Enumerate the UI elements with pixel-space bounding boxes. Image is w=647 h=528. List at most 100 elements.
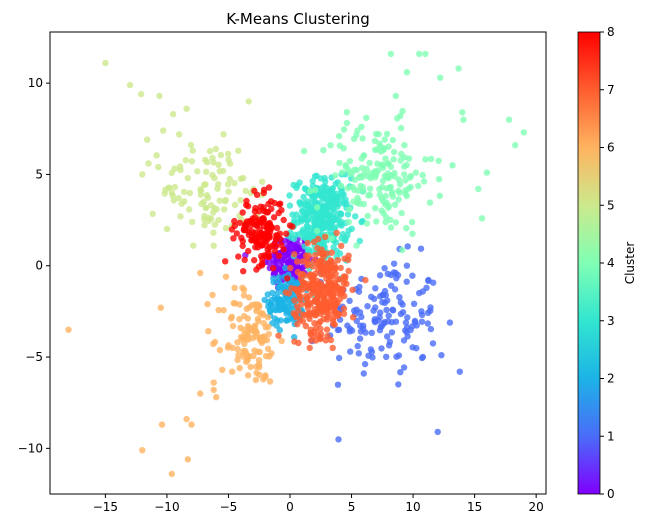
cluster-1-point <box>427 307 434 314</box>
cluster-1-point <box>379 299 386 306</box>
cluster-5-point <box>202 156 209 164</box>
colorbar-tick-label: 1 <box>607 429 615 443</box>
cluster-0-point <box>292 243 299 250</box>
cluster-4-point <box>405 185 413 192</box>
cluster-8-point <box>270 214 278 221</box>
cluster-6-point <box>157 304 164 311</box>
cluster-8-point <box>271 247 279 255</box>
cluster-6-point <box>264 345 272 352</box>
cluster-1-point <box>384 333 391 340</box>
cluster-7-point <box>343 280 350 288</box>
cluster-4-point <box>422 156 429 163</box>
cluster-1-point <box>409 272 416 279</box>
cluster-4-point <box>351 176 359 183</box>
cluster-3-point <box>321 174 328 182</box>
cluster-5-point <box>197 191 204 198</box>
cluster-4-point <box>346 157 354 165</box>
cluster-5-point <box>137 90 145 98</box>
cluster-8-point <box>239 237 246 245</box>
cluster-8-point <box>276 201 283 208</box>
cluster-5-point <box>186 189 193 197</box>
cluster-1-point <box>400 337 408 344</box>
cluster-5-point <box>182 157 189 164</box>
cluster-3-point <box>319 218 326 225</box>
cluster-4-point <box>327 142 334 149</box>
cluster-4-point <box>389 136 397 144</box>
cluster-4-point <box>422 50 429 58</box>
cluster-5-point <box>203 168 210 175</box>
cluster-5-point <box>210 242 217 249</box>
cluster-1-point <box>381 287 389 295</box>
cluster-7-point <box>330 314 337 321</box>
cluster-1-point <box>397 299 404 306</box>
cluster-4-point <box>397 157 404 164</box>
cluster-4-point <box>336 132 343 140</box>
cluster-1-point <box>392 318 400 325</box>
cluster-7-point <box>334 276 342 283</box>
cluster-4-point <box>372 171 380 178</box>
cluster-6-point <box>216 346 224 354</box>
cluster-3-point <box>310 208 317 216</box>
cluster-1-point <box>404 243 411 250</box>
cluster-8-point <box>255 263 263 270</box>
cluster-5-point <box>188 158 196 165</box>
cluster-1-point <box>335 326 343 333</box>
colorbar-tick-label: 8 <box>607 25 615 39</box>
cluster-4-point <box>313 204 321 211</box>
cluster-1-point <box>344 322 351 329</box>
cluster-4-point <box>415 182 422 190</box>
cluster-2-point <box>285 303 293 311</box>
cluster-4-point <box>342 163 349 170</box>
cluster-1-point <box>396 294 403 301</box>
cluster-8-point <box>273 236 280 243</box>
cluster-7-point <box>315 235 322 243</box>
cluster-1-point <box>429 340 437 347</box>
cluster-8-point <box>267 198 275 205</box>
cluster-4-point <box>391 173 398 180</box>
cluster-8-point <box>286 222 294 229</box>
cluster-8-point <box>222 258 229 265</box>
cluster-7-point <box>334 257 342 264</box>
cluster-6-point <box>234 346 241 353</box>
cluster-5-point <box>165 184 173 191</box>
cluster-7-point <box>362 276 369 284</box>
cluster-5-point <box>149 210 156 217</box>
cluster-6-point <box>266 378 274 385</box>
cluster-6-point <box>245 324 253 331</box>
cluster-5-point <box>258 178 266 185</box>
colorbar-tick-label: 4 <box>607 256 615 270</box>
cluster-8-point <box>244 203 252 210</box>
cluster-3-point <box>334 193 341 200</box>
cluster-1-point <box>403 262 411 269</box>
cluster-6-point <box>230 300 237 307</box>
cluster-7-point <box>300 280 308 287</box>
cluster-1-point <box>383 306 390 314</box>
cluster-4-point <box>399 107 406 115</box>
cluster-8-point <box>235 253 242 260</box>
cluster-4-point <box>365 192 372 199</box>
cluster-4-point <box>407 172 415 180</box>
cluster-5-point <box>221 198 229 205</box>
cluster-7-point <box>282 289 289 296</box>
cluster-1-point <box>402 319 410 326</box>
cluster-1-point <box>357 328 365 335</box>
cluster-5-point <box>231 179 238 187</box>
cluster-6-point <box>65 326 72 333</box>
cluster-5-point <box>189 218 196 226</box>
cluster-4-point <box>459 109 466 116</box>
cluster-1-point <box>376 272 384 279</box>
cluster-4-point <box>354 199 361 207</box>
cluster-1-point <box>381 265 388 272</box>
cluster-4-point <box>475 185 482 193</box>
cluster-1-point <box>356 335 364 342</box>
cluster-8-point <box>276 230 284 237</box>
cluster-3-point <box>305 246 313 253</box>
cluster-4-point <box>395 176 402 183</box>
cluster-7-point <box>322 337 329 344</box>
cluster-5-point <box>222 224 230 232</box>
cluster-8-point <box>253 191 261 198</box>
cluster-3-point <box>293 211 300 218</box>
cluster-8-point <box>236 219 244 227</box>
cluster-4-point <box>357 173 364 180</box>
cluster-5-point <box>226 160 234 167</box>
